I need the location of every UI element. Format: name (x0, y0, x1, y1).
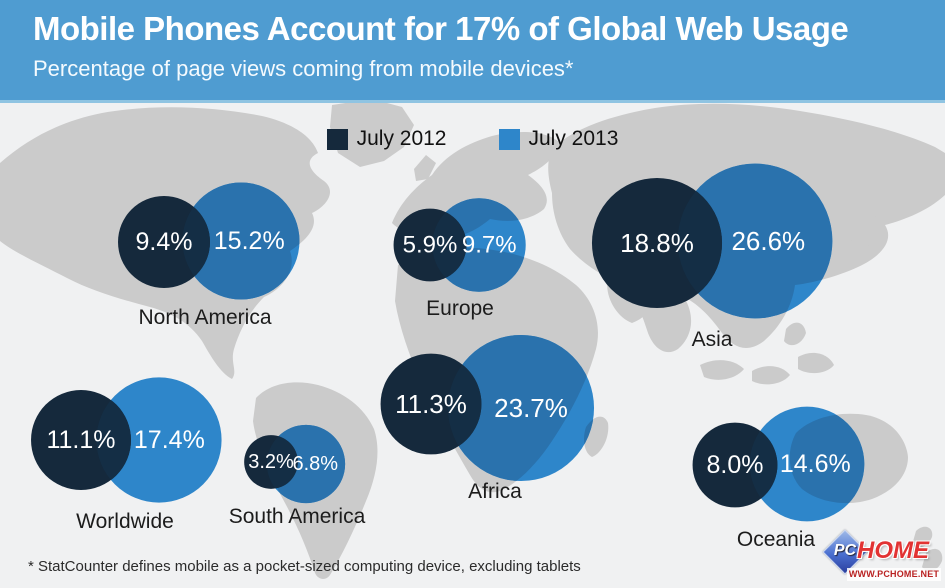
value-2013-asia: 26.6% (731, 226, 805, 256)
footnote: * StatCounter defines mobile as a pocket… (28, 558, 581, 575)
watermark-pc-text: PC (833, 542, 857, 559)
region-label-asia: Asia (692, 328, 733, 351)
value-2013-north-america: 15.2% (214, 227, 285, 255)
value-2012-europe: 5.9% (403, 232, 458, 259)
bubble-overlap-europe (432, 208, 467, 282)
region-label-north-america: North America (138, 306, 271, 329)
region-label-oceania: Oceania (737, 528, 816, 551)
watermark-url: WWW.PCHOME.NET (847, 568, 941, 581)
value-2012-oceania: 8.0% (707, 451, 764, 479)
value-2013-oceania: 14.6% (780, 450, 851, 478)
bubble-overlap-south-america (266, 435, 298, 489)
region-label-europe: Europe (426, 297, 494, 320)
value-2013-europe: 9.7% (462, 232, 517, 259)
world-map: 9.4% 15.2% North America 5.9% 9.7% Europe 18.8… (0, 103, 945, 579)
region-label-worldwide: Worldwide (76, 510, 174, 533)
bubble-map: 9.4% 15.2% North America 5.9% 9.7% Europe 18.8… (0, 103, 945, 588)
header-banner: Mobile Phones Account for 17% of Global … (0, 0, 945, 103)
page-title: Mobile Phones Account for 17% of Global … (33, 10, 849, 47)
value-2012-africa: 11.3% (395, 389, 467, 419)
value-2013-worldwide: 17.4% (134, 426, 205, 454)
value-2012-north-america: 9.4% (136, 228, 193, 256)
value-2012-asia: 18.8% (620, 228, 694, 258)
region-label-south-america: South America (229, 505, 366, 528)
region-label-africa: Africa (468, 480, 522, 503)
value-2013-south-america: 6.8% (292, 453, 338, 475)
value-2013-africa: 23.7% (494, 393, 568, 423)
value-2012-worldwide: 11.1% (46, 426, 115, 454)
value-2012-south-america: 3.2% (248, 451, 294, 473)
pchome-watermark: PC HOME WWW.PCHOME.NET (822, 529, 941, 586)
page-subtitle: Percentage of page views coming from mob… (33, 56, 574, 81)
bubble-2013-worldwide (96, 377, 222, 503)
watermark-home-text: HOME (857, 537, 929, 564)
